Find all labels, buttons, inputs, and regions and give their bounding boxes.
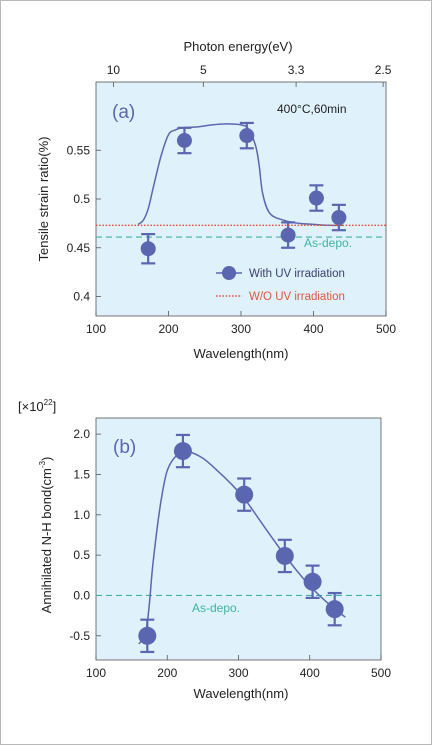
chart-a-top-tick-label: 3.3 <box>288 63 305 77</box>
chart-a-ytick-label: 0.5 <box>73 192 90 206</box>
chart-a-data-point <box>331 210 347 226</box>
legend: With UV irradiation W/O UV irradiation <box>216 266 345 303</box>
chart-b-ytick-label: 1.0 <box>73 508 90 522</box>
chart-b-data-point <box>173 442 192 461</box>
chart-b-data-point <box>138 626 157 645</box>
chart-a-data-point <box>308 190 324 206</box>
chart-b-panel-label: (b) <box>113 437 136 458</box>
chart-b-ytick-label: -0.5 <box>69 629 90 643</box>
chart-a-plot-area <box>95 81 387 317</box>
chart-b: [×1022] (b) Wavelength(nm) Annihilated N… <box>18 398 391 701</box>
chart-b-fit-curve <box>138 450 346 645</box>
chart-b-reference-label: As-depo. <box>192 601 240 615</box>
chart-b-xtick-label: 300 <box>228 666 248 680</box>
chart-a-xtick-label: 400 <box>303 322 323 336</box>
chart-b-ytick-label: 0.5 <box>73 548 90 562</box>
chart-a-data-point <box>280 227 296 243</box>
chart-b-xlabel: Wavelength(nm) <box>194 686 289 701</box>
chart-b-data-point <box>235 485 254 504</box>
chart-a-annotation: 400°C,60min <box>277 102 347 116</box>
legend-with-uv-label: With UV irradiation <box>249 268 345 280</box>
chart-a-panel-label: (a) <box>112 102 135 123</box>
legend-without-uv-label: W/O UV irradiation <box>249 291 345 303</box>
chart-b-ytick-label: 1.5 <box>73 467 90 481</box>
chart-a-ylabel: Tensile strain ratio(%) <box>36 137 51 262</box>
chart-a-ytick-label: 0.55 <box>67 143 91 157</box>
chart-a-xtick-label: 300 <box>231 322 251 336</box>
chart-b-data-point <box>303 572 322 591</box>
chart-a-top-tick-label: 5 <box>200 63 207 77</box>
chart-b-ytick-label: 0.0 <box>73 588 90 602</box>
chart-b-xtick-label: 400 <box>300 666 320 680</box>
chart-b-data-point <box>325 600 344 619</box>
chart-a-xlabel: Wavelength(nm) <box>194 346 289 361</box>
chart-a: Photon energy(eV) (a) 400°C,60min Wavele… <box>36 39 396 361</box>
chart-a-top-axis-label: Photon energy(eV) <box>183 39 292 54</box>
chart-a-ytick-label: 0.45 <box>67 241 91 255</box>
chart-b-xtick-label: 100 <box>86 666 106 680</box>
chart-a-ytick-label: 0.4 <box>73 290 90 304</box>
chart-b-data-point <box>275 546 294 565</box>
chart-a-reference-label: As-depo. <box>304 236 352 250</box>
chart-a-top-tick-label: 2.5 <box>375 63 392 77</box>
chart-b-ylabel: Annihilated N-H bond(cm-3) <box>38 457 54 614</box>
chart-b-plot-area <box>95 417 382 661</box>
chart-a-xtick-label: 100 <box>86 322 106 336</box>
chart-a-data-point <box>176 133 192 148</box>
chart-b-xtick-label: 500 <box>371 666 391 680</box>
chart-a-data-point <box>140 241 156 257</box>
chart-a-xtick-label: 500 <box>376 322 396 336</box>
chart-a-top-tick-label: 10 <box>107 63 121 77</box>
chart-a-data-point <box>239 128 255 144</box>
chart-b-xtick-label: 200 <box>157 666 177 680</box>
chart-a-xtick-label: 200 <box>158 322 178 336</box>
chart-b-multiplier: [×1022] <box>18 398 56 414</box>
chart-b-ytick-label: 2.0 <box>73 427 90 441</box>
legend-with-uv-marker <box>222 266 236 280</box>
